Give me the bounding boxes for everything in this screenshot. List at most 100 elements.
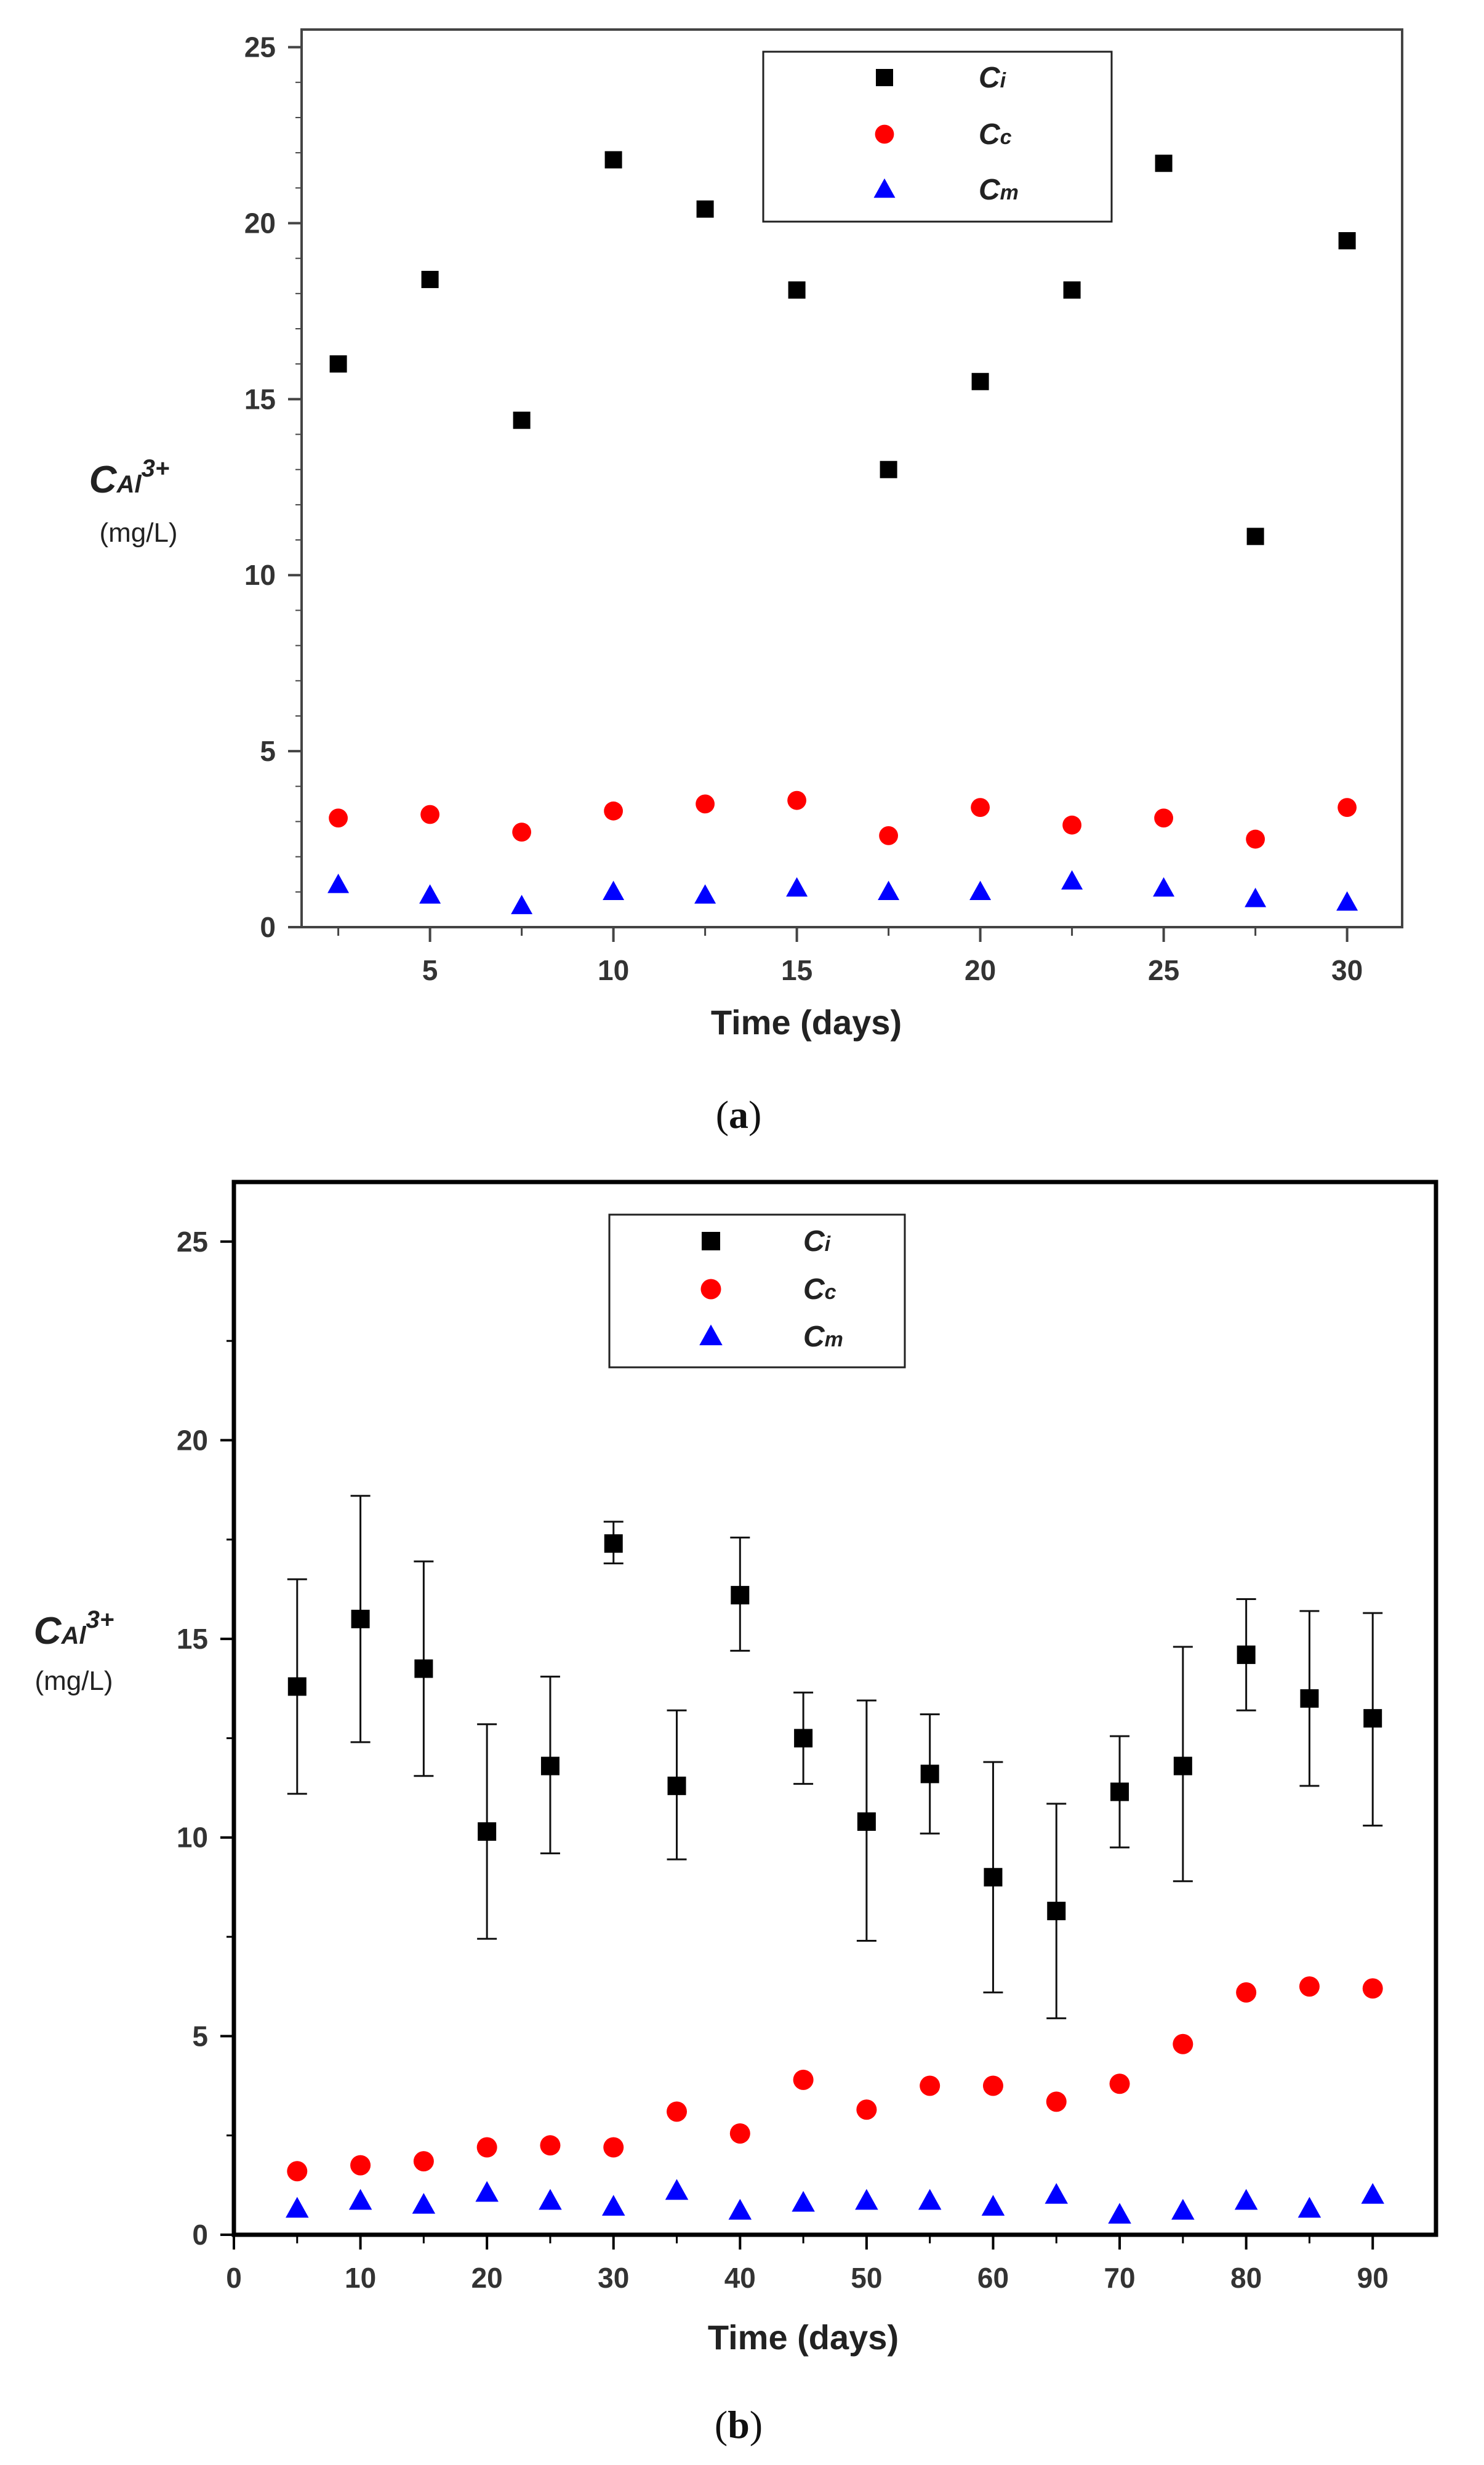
panel-b-x-tick-label: 20 [471,2262,503,2294]
panel-b-cm-point [601,2195,625,2216]
panel-b-ci-point [1363,1709,1382,1728]
panel-a-y-axis-title-main: C [89,459,118,501]
panel-a-ci-point [696,200,714,218]
panel-a-caption: (a) [716,1093,762,1136]
panel-b-cm-point [981,2195,1005,2216]
panel-b-cm-point [539,2189,562,2210]
panel-b-x-tick-label: 0 [226,2262,242,2294]
panel-b-ci-point [604,1534,623,1553]
panel-a-legend-label-cc: Cc [979,118,1012,151]
panel-a-cm-point [1336,891,1358,911]
panel-b-cc-point [350,2155,371,2176]
panel-b-cc-point [603,2137,624,2158]
panel-b-cm-point [286,2197,309,2218]
panel-b-cm-point [475,2181,499,2202]
panel-b-cm-point [1297,2197,1322,2218]
panel-b-cc-point [1173,2033,1193,2054]
panel-b-legend-label-cc: Cc [803,1273,836,1306]
panel-b-y-tick-label: 0 [192,2219,208,2251]
panel-a-ci-point [329,355,347,373]
panel-b-x-tick-label: 70 [1104,2262,1135,2294]
panel-b-cm-point [855,2189,878,2210]
panel-b-x-tick-label: 40 [724,2262,756,2294]
legend-label-main: C [979,62,1001,94]
panel-a-ci-point [513,411,531,429]
legend-label-sub: m [825,1328,843,1351]
panel-b-cc-point [1299,1976,1320,1997]
panel-a-y-axis-unit: (mg/L) [99,518,177,548]
panel-b-y-axis-title: CAl3+ [34,1606,114,1652]
panel-b-caption: (b) [715,2403,763,2447]
panel-a-caption-open: ( [716,1093,729,1136]
panel-a-cm-point [969,880,992,901]
panel-a-cc-point [604,801,623,821]
panel-a-cm-point [327,874,350,893]
panel-b-ci-point [1300,1689,1319,1708]
panel-b-cm-point [348,2189,372,2210]
legend-label-main: C [979,118,1001,151]
panel-a-cm-point [419,884,441,904]
panel-b-cc-point [476,2137,497,2158]
panel-b-cm-point [1234,2189,1258,2210]
panel-b-y-tick-label: 5 [192,2020,208,2052]
panel-b-cc-point [413,2151,434,2172]
panel-a-cc-point [1338,798,1357,817]
panel-a-y-tick-label: 15 [244,383,276,415]
panel-b-cm-point [665,2179,689,2200]
panel-a-marks [327,151,1358,914]
panel-b-legend-marker-cc [700,1279,721,1300]
panel-a-legend-marker-ci [876,69,893,86]
panel-a-cc-point [329,808,348,828]
panel-a-legend-label-cm: Cm [979,174,1019,206]
panel-b-legend-marker-ci [702,1232,720,1250]
panel-b-caption-open: ( [715,2403,728,2447]
panel-b-y-axis-title-sub: Al [61,1622,87,1649]
panel-a-cm-point [603,880,625,901]
panel-b-cc-point [667,2101,688,2122]
panel-a-cm-point [511,895,533,914]
panel-b-ci-point [920,1764,939,1783]
panel-b-ci-point [287,1677,307,1696]
panel-b-legend-box [608,1213,906,1369]
panel-b-ci-point [731,1586,750,1605]
panel-a-caption-close: ) [748,1093,761,1136]
panel-a-ci-point [971,372,989,390]
panel-a-legend-box [762,50,1113,223]
panel-a-x-axis-title: Time (days) [711,1003,902,1042]
legend-label-sub: c [1000,126,1012,149]
panel-a-cm-point [1245,888,1267,907]
panel-a-cm-point [1153,877,1175,897]
panel-a-x-tick-label: 15 [781,954,812,986]
panel-b-ci-point [1047,1902,1066,1921]
panel-b-cc-point [982,2075,1003,2096]
legend-label-main: C [803,1273,825,1306]
panel-b-legend-label-cm: Cm [803,1321,843,1353]
panel-b-x-axis-title: Time (days) [708,2318,899,2357]
panel-a-cc-point [1246,829,1265,849]
panel-b-cc-point [856,2099,877,2120]
panel-b-cc-point [1046,2091,1067,2112]
panel-a-x-tick-label: 30 [1331,954,1363,986]
panel-b-ci-point [667,1776,686,1795]
panel-b-cm-point [1361,2182,1384,2204]
panel-a-y-tick-label: 5 [260,735,276,767]
panel-b-y-tick-label: 20 [177,1424,208,1456]
panel-a-cm-point [694,884,716,904]
panel-b-x-tick-label: 30 [598,2262,629,2294]
panel-a-caption-letter: a [729,1093,748,1136]
panel-a-y-tick-label: 0 [260,911,276,943]
legend-label-sub: i [825,1232,832,1256]
panel-b-x-tick-label: 50 [851,2262,882,2294]
panel-b-caption-close: ) [750,2403,763,2447]
panel-a-ci-point [880,460,897,478]
panel-b-cc-point [729,2123,750,2144]
panel-b-y-axis-title-sup: 3+ [86,1606,114,1633]
panel-a-y-axis-title: CAl3+ [89,455,169,501]
panel-a-cc-point [696,794,715,814]
panel-b-cm-point [1171,2198,1195,2220]
panel-a-ticks: 0 5 10 15 20 25 5 10 15 20 25 30 [244,31,1363,986]
